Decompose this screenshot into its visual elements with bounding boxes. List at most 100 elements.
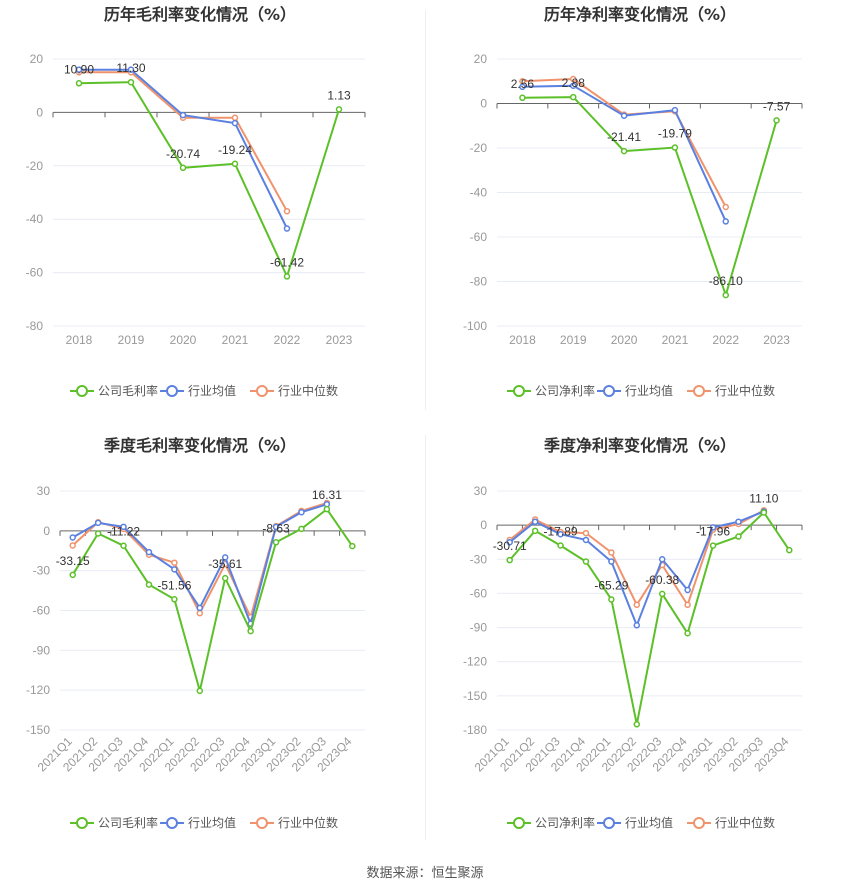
y-tick-label: -150 <box>26 723 50 737</box>
data-point-company <box>335 106 343 113</box>
legend-label: 行业均值 <box>625 383 673 398</box>
chart-quarterly-gross-margin: 季度毛利率变化情况（%） 30 0 -30 -60 -90 -120 -150 2021Q1 20… <box>0 430 425 860</box>
data-point-company <box>570 93 577 101</box>
data-label: 2.88 <box>562 76 586 90</box>
y-tick-label: -60 <box>26 266 44 280</box>
x-tick-label: 2022 <box>274 333 301 347</box>
y-tick-label: -80 <box>470 275 488 289</box>
data-point-median <box>684 601 691 609</box>
data-point-median <box>171 559 178 566</box>
data-point-median <box>633 601 641 609</box>
source-name: 恒生聚源 <box>431 865 484 880</box>
data-label: -11.22 <box>107 525 140 539</box>
data-point-company <box>620 147 628 155</box>
data-point-average <box>570 82 577 89</box>
data-label: -61.42 <box>270 255 304 269</box>
y-tick-label: -40 <box>470 186 488 200</box>
data-label: 2.56 <box>511 77 535 91</box>
data-point-average <box>709 524 717 531</box>
y-tick-label: -180 <box>463 723 487 737</box>
data-label: -7.57 <box>763 99 791 113</box>
data-point-average <box>127 66 135 73</box>
data-point-company <box>531 527 539 535</box>
legend-label: 公司毛利率 <box>98 383 158 398</box>
x-tick-label: 2019 <box>560 333 587 347</box>
data-point-company <box>221 574 229 582</box>
data-point-median <box>608 549 615 556</box>
data-point-company <box>557 542 564 549</box>
data-point-average <box>735 518 742 525</box>
y-tick-label: -120 <box>26 683 50 697</box>
data-point-company <box>272 539 280 546</box>
legend-label: 行业中位数 <box>715 815 775 830</box>
legend-label: 行业均值 <box>188 383 236 398</box>
data-point-company <box>506 556 513 564</box>
legend-marker-company <box>76 385 88 397</box>
data-point-average <box>221 554 229 561</box>
data-point-median <box>196 609 204 617</box>
y-tick-label: -40 <box>26 212 44 226</box>
data-point-average <box>120 523 127 531</box>
legend-marker-median <box>256 385 268 397</box>
legend-label: 行业中位数 <box>278 815 338 830</box>
panel-divider <box>425 435 426 840</box>
data-label: 1.13 <box>327 88 351 102</box>
y-tick-label: 0 <box>36 105 43 119</box>
data-point-company <box>722 291 729 299</box>
y-tick-label: -100 <box>463 319 487 333</box>
data-point-company <box>179 164 187 172</box>
x-tick-label: 2021 <box>662 333 689 347</box>
legend-label: 公司净利率 <box>535 383 595 398</box>
data-label: -19.79 <box>658 127 692 141</box>
x-tick-label: 2019 <box>118 333 145 347</box>
data-point-average <box>608 558 615 565</box>
data-point-company <box>231 160 239 168</box>
y-tick-label: -60 <box>33 604 51 618</box>
data-label: -19.24 <box>218 143 252 157</box>
data-point-average <box>684 586 691 594</box>
data-point-company <box>323 505 331 513</box>
data-point-average <box>298 508 305 516</box>
data-point-average <box>582 536 590 544</box>
legend-marker-median <box>693 385 705 397</box>
data-point-company <box>760 509 768 516</box>
data-point-median <box>722 203 729 211</box>
data-point-company <box>709 542 717 549</box>
data-point-median <box>570 75 577 83</box>
data-point-company <box>519 94 526 102</box>
y-tick-label: 30 <box>37 484 51 498</box>
y-tick-label: -90 <box>470 621 488 635</box>
data-label: 10.90 <box>64 62 94 76</box>
data-point-company <box>196 687 204 695</box>
data-point-average <box>506 538 513 546</box>
data-point-company <box>633 721 641 728</box>
data-point-company <box>786 546 793 554</box>
legend-label: 行业均值 <box>625 815 673 830</box>
data-label: -35.61 <box>208 557 242 571</box>
data-point-median <box>283 207 291 215</box>
data-point-average <box>633 622 641 629</box>
data-point-average <box>75 66 83 73</box>
data-label: -33.15 <box>56 554 90 568</box>
data-label: -51.56 <box>157 578 191 592</box>
chart-annual-gross-margin: 历年毛利率变化情况（%） 20 0 -20 -40 -60 -80 2018 2019 2020 2… <box>0 0 425 430</box>
data-label: -21.41 <box>607 130 641 144</box>
y-tick-label: 0 <box>43 524 50 538</box>
data-point-company <box>671 144 679 151</box>
series-line-company <box>71 507 354 692</box>
data-point-company <box>145 581 153 588</box>
data-point-average <box>519 83 526 91</box>
x-tick-label: 2021 <box>222 333 249 347</box>
data-point-company <box>684 630 691 637</box>
y-tick-label: -20 <box>26 159 44 173</box>
data-point-average <box>272 523 280 531</box>
chart-annual-net-margin: 历年净利率变化情况（%） 20 0 -20 -40 -60 -80 -100 2018 2019 2… <box>425 0 850 430</box>
series-line-company <box>508 510 791 725</box>
data-label: 11.10 <box>749 492 778 506</box>
data-label: -17.89 <box>544 525 578 539</box>
legend-marker-average <box>603 817 615 829</box>
data-label: -17.96 <box>696 525 730 539</box>
data-label: -30.71 <box>493 539 527 553</box>
source-prefix: 数据来源： <box>366 865 432 880</box>
legend-label: 公司毛利率 <box>98 815 158 830</box>
